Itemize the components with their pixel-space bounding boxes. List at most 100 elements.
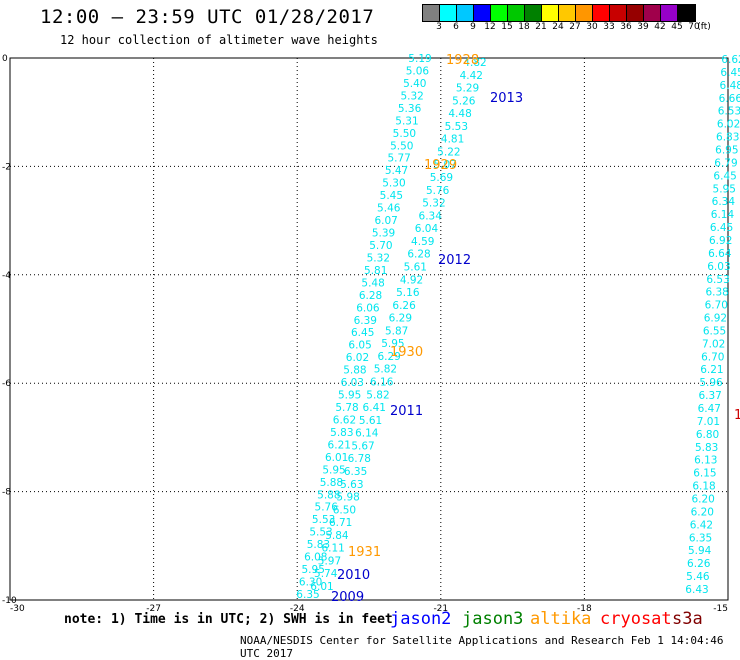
wave-height-value: 5.07: [433, 159, 456, 171]
longitude-tick-label: -24: [290, 604, 305, 614]
wave-height-value: 6.39: [354, 315, 377, 327]
legend-label: 12: [484, 22, 496, 32]
wave-height-value: 6.45: [351, 327, 374, 339]
legend-swatch: [457, 5, 474, 21]
wave-height-value: 5.36: [398, 103, 422, 115]
wave-height-value: 6.83: [716, 132, 739, 144]
wave-height-value: 6.28: [359, 290, 382, 302]
wave-height-value: 5.46: [377, 203, 401, 215]
wave-height-value: 6.01: [325, 452, 348, 464]
wave-height-value: 6.11: [321, 543, 344, 555]
wave-height-value: 4.42: [460, 70, 483, 82]
wave-height-value: 5.98: [336, 492, 359, 504]
wave-height-value: 5.69: [430, 172, 453, 184]
wave-height-value: 5.31: [395, 115, 418, 127]
wave-height-value: 6.07: [374, 215, 397, 227]
wave-height-value: 6.66: [719, 93, 740, 105]
wave-height-value: 6.13: [694, 455, 717, 467]
wave-height-value: 7.01: [697, 416, 720, 428]
legend-swatch: [508, 5, 525, 21]
wave-height-value: 6.70: [705, 300, 728, 312]
wave-height-value: 4.92: [400, 274, 423, 286]
legend-swatch: [542, 5, 559, 21]
wave-height-value: 5.53: [309, 527, 332, 539]
wave-height-value: 6.05: [348, 340, 371, 352]
wave-height-value: 5.19: [408, 53, 431, 65]
wave-height-value: 5.82: [374, 364, 397, 376]
wave-height-value: 5.82: [366, 389, 389, 401]
wave-height-value: 6.53: [706, 274, 729, 286]
wave-height-value: 6.42: [690, 519, 713, 531]
wave-height-value: 6.21: [328, 439, 351, 451]
legend-swatch: [678, 5, 695, 21]
satellite-legend-item: jason2: [390, 609, 452, 629]
wave-height-value: 5.39: [372, 228, 395, 240]
wave-height-value: 6.26: [392, 300, 416, 312]
wave-height-value: 6.55: [703, 325, 726, 337]
wave-height-value: 5.50: [393, 128, 416, 140]
legend-swatch: [559, 5, 576, 21]
legend-swatch: [440, 5, 457, 21]
legend-label: 42: [654, 22, 666, 32]
wave-height-value: 6.45: [710, 222, 733, 234]
wave-height-value: 6.01: [310, 581, 333, 593]
pass-number-label: 2009: [331, 590, 364, 605]
wave-height-value: 6.78: [348, 453, 371, 465]
longitude-tick-label: -30: [10, 604, 25, 614]
wave-height-value: 5.32: [367, 252, 390, 264]
wave-height-value: 6.79: [714, 157, 737, 169]
latitude-tick-label: -4: [2, 271, 11, 281]
wave-height-value: 5.46: [686, 571, 710, 583]
wave-height-value: 4.48: [448, 108, 471, 120]
legend-label: 24: [552, 22, 564, 32]
wave-height-value: 6.34: [419, 210, 443, 222]
wave-height-value: 6.04: [415, 223, 439, 235]
wave-height-value: 6.34: [712, 196, 736, 208]
legend-swatch: [474, 5, 491, 21]
wave-height-value: 5.83: [307, 539, 330, 551]
wave-height-value: 5.95: [381, 338, 404, 350]
wave-height-value: 5.88: [320, 477, 343, 489]
legend-label: 21: [535, 22, 547, 32]
wave-height-value: 4.82: [463, 57, 486, 69]
wave-height-value: 4.59: [411, 236, 434, 248]
legend-label: 30: [586, 22, 598, 32]
wave-height-value: 6.43: [685, 584, 708, 596]
wave-height-value: 6.37: [698, 390, 721, 402]
legend-swatch: [491, 5, 508, 21]
wave-height-value: 6.29: [389, 313, 412, 325]
wave-height-value: 5.32: [422, 198, 445, 210]
wave-height-value: 6.28: [407, 249, 430, 261]
legend-label: 27: [569, 22, 581, 32]
map-frame: [9, 57, 729, 601]
wave-height-value: 6.03: [341, 377, 364, 389]
pass-number-label: 1929: [424, 158, 457, 173]
wave-height-value: 6.92: [704, 313, 727, 325]
wave-height-value: 6.02: [717, 119, 740, 131]
legend-label: 70: [688, 22, 700, 32]
legend-label: 18: [518, 22, 530, 32]
wave-height-value: 6.80: [696, 429, 719, 441]
wave-height-value: 6.71: [329, 517, 352, 529]
pass-number-label: 1931: [348, 545, 381, 560]
satellite-legend-item: cryosat: [600, 609, 672, 629]
wave-height-value: 5.95: [338, 390, 361, 402]
wave-height-value: 6.26: [687, 558, 711, 570]
wave-height-value: 5.16: [396, 287, 420, 299]
wave-height-value: 6.41: [363, 402, 386, 414]
page-title: 12:00 — 23:59 UTC 01/28/2017: [40, 6, 375, 28]
legend-swatch: [576, 5, 593, 21]
wave-height-value: 6.30: [299, 577, 322, 589]
wave-height-value: 5.76: [315, 502, 339, 514]
wave-height-value: 5.78: [335, 402, 358, 414]
wave-height-value: 6.20: [691, 494, 714, 506]
wave-height-value: 6.35: [296, 589, 319, 601]
legend-label: (ft): [697, 22, 711, 32]
wave-height-value: 6.95: [715, 144, 738, 156]
wave-height-value: 5.67: [351, 440, 374, 452]
legend-swatch: [593, 5, 610, 21]
wave-height-value: 5.50: [390, 140, 413, 152]
legend-label: 9: [470, 22, 476, 32]
wave-height-value: 5.88: [317, 489, 340, 501]
wave-height-value: 5.83: [330, 427, 353, 439]
